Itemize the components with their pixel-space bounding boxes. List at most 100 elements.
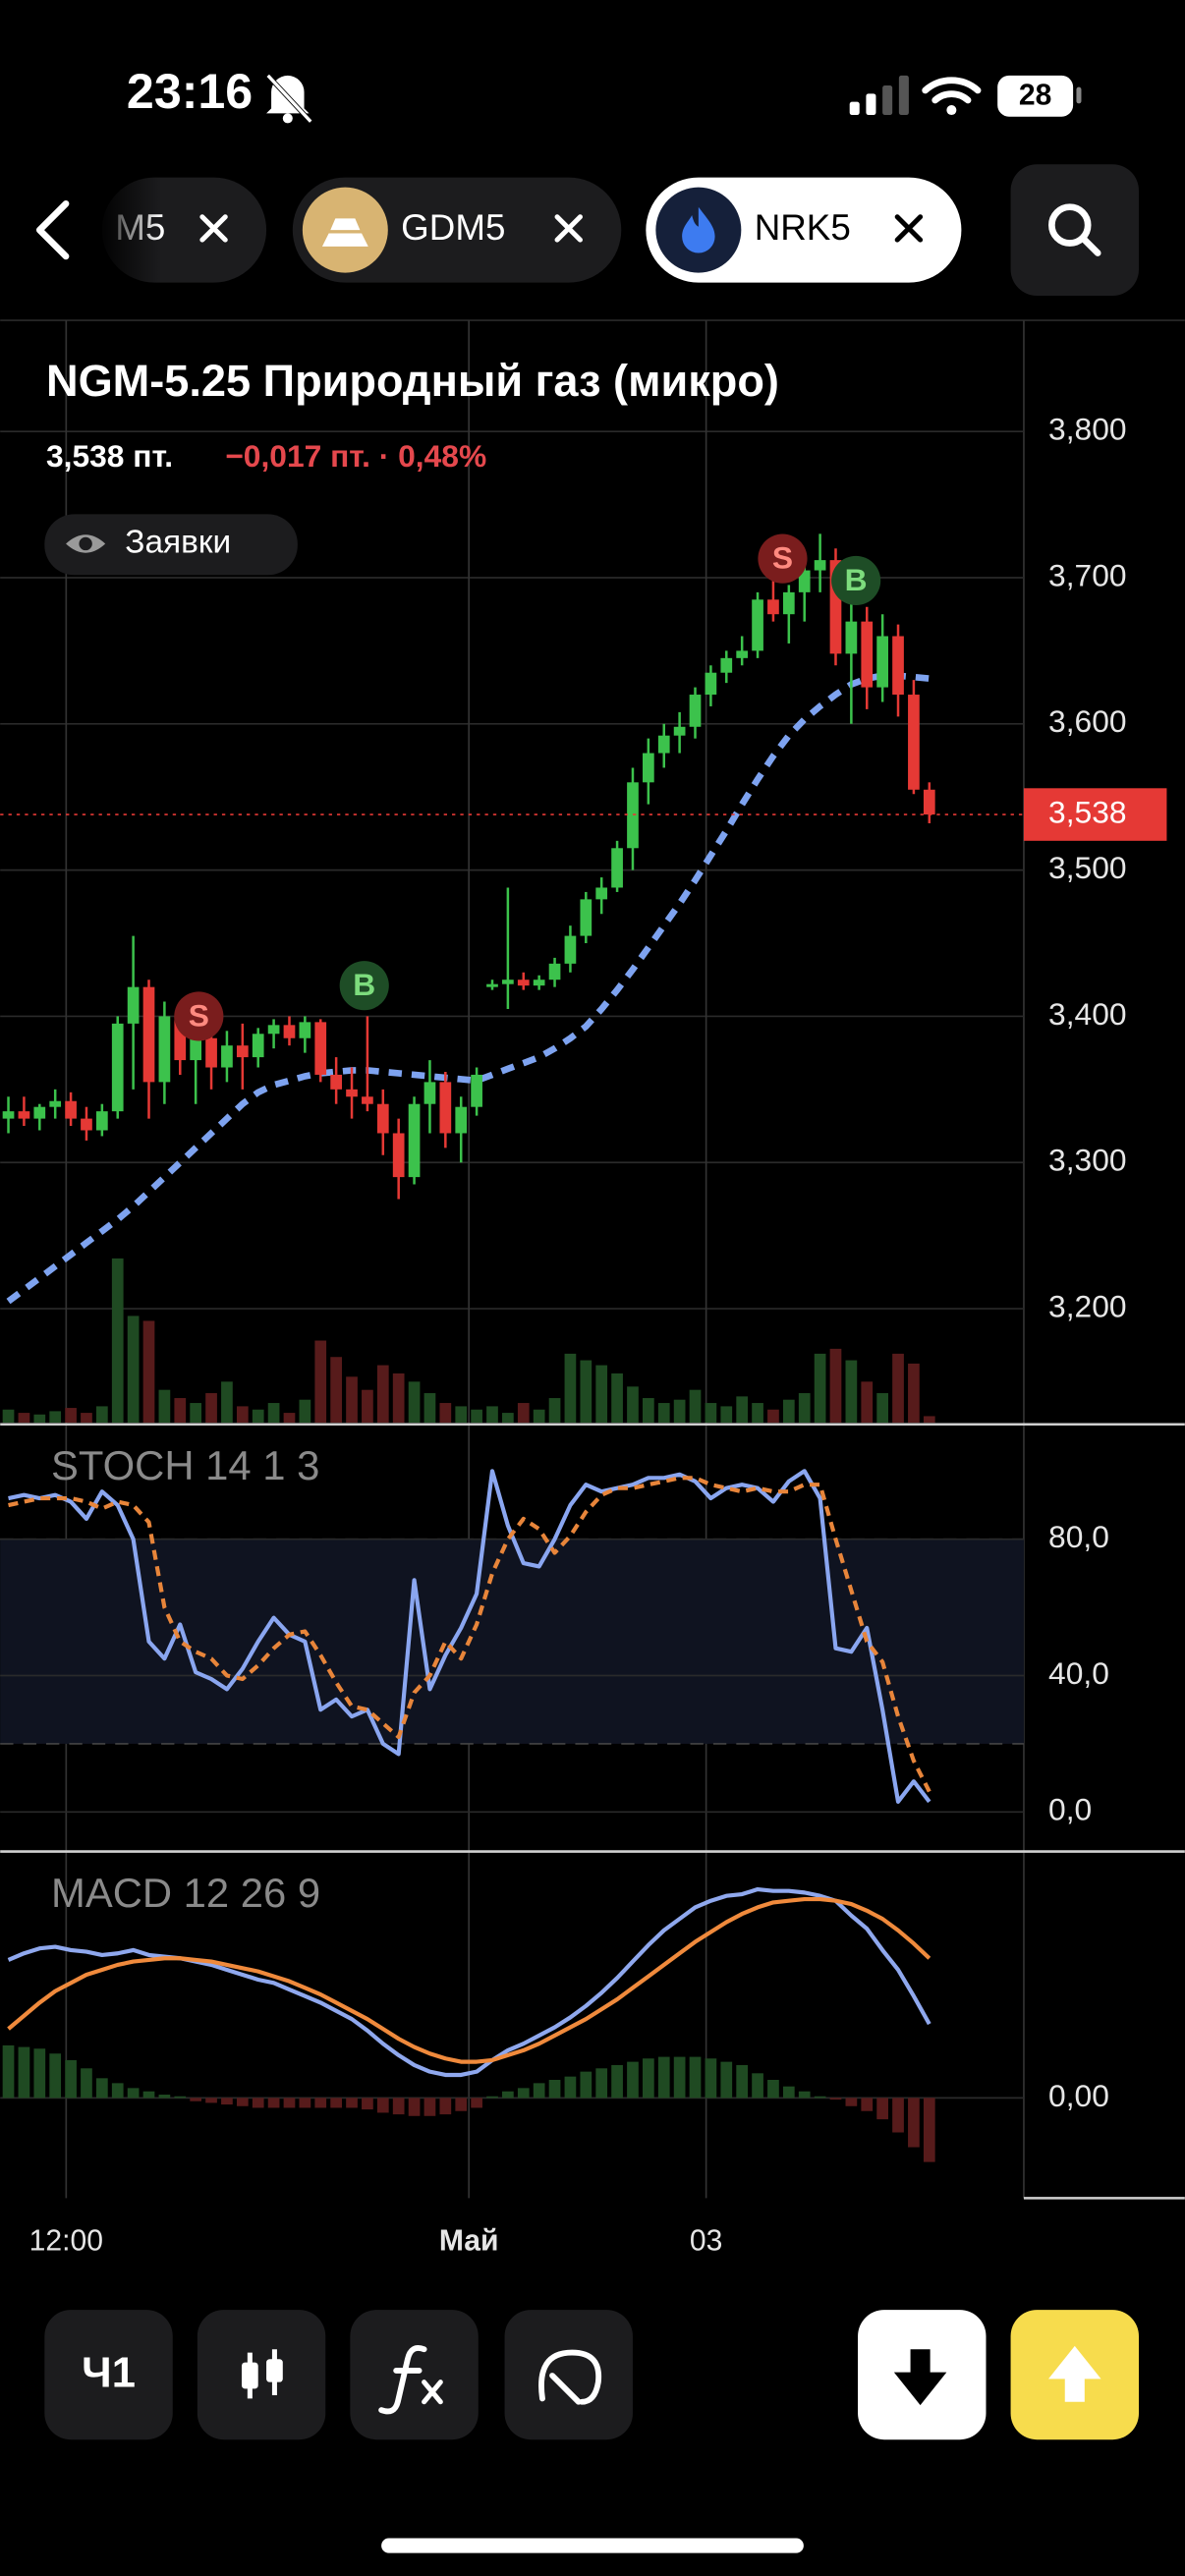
- histogram-bar: [190, 2098, 202, 2101]
- sell-button[interactable]: [858, 2310, 987, 2440]
- signal-icon: [849, 75, 909, 116]
- candle-body: [127, 986, 140, 1024]
- candle-body: [720, 657, 733, 673]
- indicators-button[interactable]: [350, 2310, 479, 2440]
- volume-bar: [33, 1414, 46, 1424]
- status-bar: 23:16 28: [127, 64, 1082, 124]
- search-button[interactable]: [1010, 164, 1140, 296]
- volume-bar: [657, 1403, 670, 1424]
- volume-bar: [174, 1398, 187, 1424]
- y-tick-label: 3,700: [1048, 557, 1127, 592]
- histogram-bar: [95, 2078, 108, 2099]
- histogram-bar: [657, 2056, 670, 2099]
- histogram-bar: [861, 2098, 874, 2111]
- histogram-bar: [127, 2088, 140, 2099]
- candle-body: [2, 1111, 15, 1119]
- candle-body: [876, 636, 888, 688]
- candle-body: [814, 560, 826, 571]
- indicator-line: [8, 1469, 931, 1804]
- clock: 23:16: [127, 64, 253, 119]
- y-tick-label: 3,600: [1048, 703, 1127, 739]
- y-tick-label: 3,400: [1048, 996, 1127, 1032]
- indicator-line: [7, 1886, 931, 2078]
- close-tab[interactable]: [554, 214, 583, 243]
- volume-bar: [643, 1398, 654, 1424]
- trade-marker: [174, 991, 224, 1041]
- histogram-bar: [423, 2098, 436, 2116]
- back-button[interactable]: [35, 200, 70, 260]
- histogram-bar: [314, 2098, 327, 2108]
- candle-body: [455, 1106, 468, 1134]
- volume-bar: [408, 1381, 421, 1424]
- volume-bar: [142, 1320, 155, 1424]
- volume-bar: [517, 1403, 530, 1424]
- volume-bar: [111, 1258, 124, 1424]
- y-tick-label: 3,800: [1048, 412, 1127, 447]
- histogram-bar: [283, 2098, 296, 2108]
- candle-body: [861, 621, 874, 688]
- volume-bar: [18, 1413, 30, 1424]
- candle-body: [736, 650, 749, 658]
- candle-body: [471, 1074, 482, 1107]
- volume-bar: [455, 1406, 468, 1424]
- volume-bar: [798, 1393, 811, 1424]
- volume-bar: [221, 1381, 233, 1424]
- candle-body: [923, 789, 935, 815]
- volume-bar: [595, 1365, 608, 1424]
- histogram-bar: [18, 2046, 30, 2099]
- histogram-bar: [174, 2096, 187, 2099]
- volume-bar: [876, 1393, 888, 1424]
- tab-label: NRK5: [755, 207, 851, 248]
- candle-body: [580, 899, 592, 936]
- candle-body: [517, 980, 530, 986]
- interval-button[interactable]: Ч1: [44, 2310, 173, 2440]
- candle-body: [205, 1037, 217, 1068]
- volume-bar: [346, 1376, 358, 1424]
- volume-bar: [548, 1398, 561, 1424]
- y-tick-label: 3,500: [1048, 850, 1127, 885]
- candle-body: [221, 1045, 233, 1068]
- candle-body: [829, 560, 842, 654]
- trade-marker-label: B: [353, 967, 375, 1002]
- candle-body: [346, 1089, 358, 1097]
- volume-bar: [283, 1413, 296, 1424]
- volume-bar: [330, 1357, 342, 1424]
- close-tab[interactable]: [894, 214, 924, 243]
- volume-bar: [49, 1411, 62, 1424]
- y-tick-label: 0,00: [1048, 2078, 1109, 2113]
- candle-body: [330, 1074, 342, 1090]
- candle-body: [845, 621, 858, 654]
- histogram-bar: [346, 2098, 358, 2108]
- orders-button[interactable]: Заявки: [44, 514, 298, 576]
- volume-bar: [486, 1406, 498, 1424]
- histogram-bar: [923, 2098, 935, 2162]
- candle-body: [657, 735, 670, 754]
- histogram-bar: [782, 2086, 795, 2099]
- tab-active[interactable]: NRK5: [646, 177, 962, 283]
- histogram-bar: [876, 2098, 888, 2120]
- home-indicator: [381, 2538, 804, 2553]
- histogram-bar: [829, 2098, 842, 2100]
- histogram-bar: [299, 2098, 311, 2108]
- volume-bar: [673, 1399, 686, 1424]
- candle-body: [392, 1133, 405, 1178]
- candle-body: [752, 599, 763, 651]
- volume-bar: [158, 1389, 171, 1424]
- histogram-bar: [33, 2048, 46, 2099]
- tab[interactable]: M5: [95, 174, 267, 286]
- volume-bar: [81, 1413, 92, 1424]
- close-tab[interactable]: [199, 214, 228, 243]
- trade-marker: [831, 555, 881, 606]
- candle-body: [439, 1082, 452, 1134]
- drawing-button[interactable]: [504, 2310, 633, 2440]
- chart-type-button[interactable]: [197, 2310, 326, 2440]
- volume-bar: [782, 1399, 795, 1424]
- tab[interactable]: GDM5: [292, 177, 622, 283]
- candle-body: [782, 591, 795, 615]
- histogram-bar: [845, 2098, 858, 2106]
- orders-label: Заявки: [125, 524, 231, 560]
- histogram-bar: [81, 2068, 92, 2099]
- buy-button[interactable]: [1010, 2310, 1140, 2440]
